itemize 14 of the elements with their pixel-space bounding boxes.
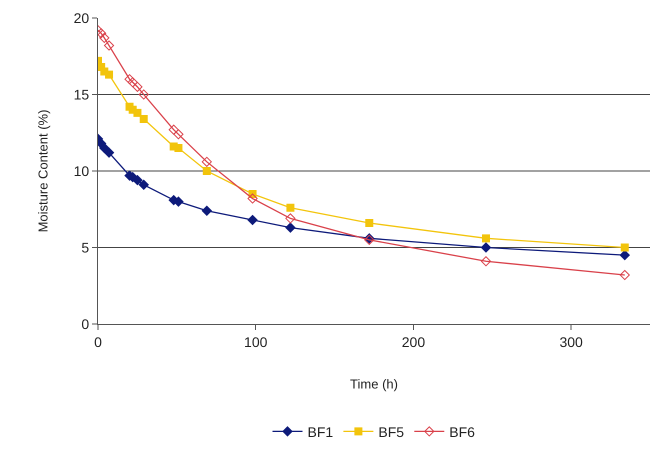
x-tick-label: 100 bbox=[244, 334, 268, 350]
legend-label: BF1 bbox=[308, 424, 334, 440]
legend-label: BF5 bbox=[378, 424, 404, 440]
x-tick-label: 200 bbox=[402, 334, 426, 350]
y-axis-title: Moisture Content (%) bbox=[36, 110, 51, 232]
x-tick-label: 300 bbox=[559, 334, 584, 350]
y-tick-label: 5 bbox=[81, 239, 90, 256]
x-tick-label: 0 bbox=[94, 334, 102, 350]
y-tick-label: 0 bbox=[81, 316, 90, 332]
x-axis-title: Time (h) bbox=[350, 376, 398, 392]
y-tick-label: 20 bbox=[74, 10, 90, 26]
y-tick-label: 10 bbox=[74, 162, 90, 179]
legend-label: BF6 bbox=[449, 424, 476, 440]
y-tick-label: 15 bbox=[74, 86, 90, 102]
